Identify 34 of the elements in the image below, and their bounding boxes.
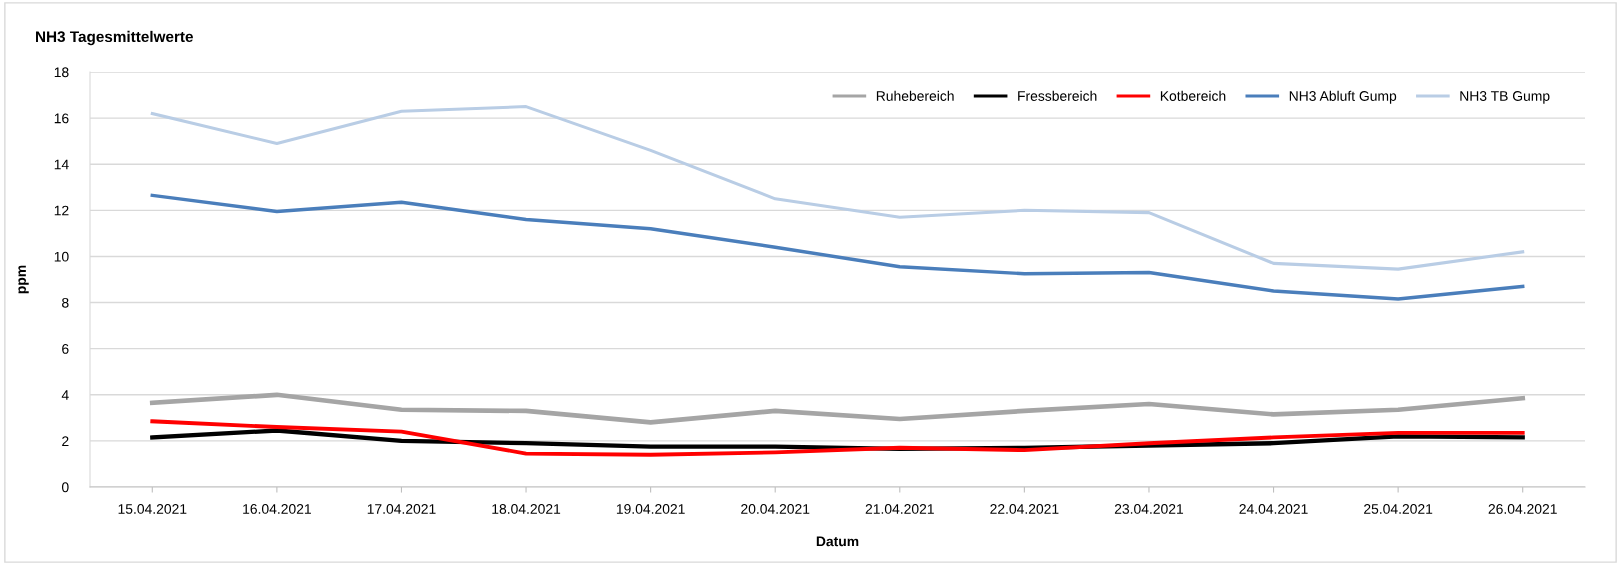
y-tick-label: 16 bbox=[54, 113, 69, 124]
x-tick-label: 23.04.2021 bbox=[1114, 504, 1184, 514]
line-series bbox=[150, 193, 1525, 301]
y-tick-label: 2 bbox=[62, 436, 69, 446]
x-axis-title: Datum bbox=[816, 536, 859, 547]
line-series bbox=[149, 392, 1526, 425]
chart-title: NH3 Tagesmittelwerte bbox=[36, 30, 193, 46]
y-tick-label: 4 bbox=[61, 390, 69, 400]
x-tick-label: 19.04.2021 bbox=[616, 504, 685, 514]
legend-label: Ruhebereich bbox=[876, 90, 954, 101]
x-tick-label: 17.04.2021 bbox=[367, 504, 436, 514]
x-tick-label: 26.04.2021 bbox=[1488, 504, 1557, 514]
legend-label: NH3 Abluft Gump bbox=[1289, 90, 1397, 104]
y-tick-label: 8 bbox=[62, 297, 69, 308]
legend-label: Kotbereich bbox=[1160, 90, 1226, 101]
x-tick-label: 20.04.2021 bbox=[741, 504, 810, 514]
x-tick-label: 18.04.2021 bbox=[492, 504, 561, 514]
y-tick-label: 18 bbox=[54, 67, 69, 78]
x-tick-label: 24.04.2021 bbox=[1239, 504, 1308, 514]
y-tick-label: 10 bbox=[54, 251, 69, 262]
x-tick-label: 16.04.2021 bbox=[243, 504, 311, 514]
x-tick-label: 25.04.2021 bbox=[1364, 504, 1433, 514]
line-series bbox=[150, 419, 1525, 457]
x-tick-label: 22.04.2021 bbox=[990, 504, 1059, 514]
y-tick-label: 0 bbox=[61, 482, 69, 493]
x-tick-label: 15.04.2021 bbox=[118, 504, 187, 514]
legend-label: NH3 TB Gump bbox=[1460, 91, 1550, 104]
legend-label: Fressbereich bbox=[1018, 90, 1097, 101]
x-tick-label: 21.04.2021 bbox=[865, 504, 934, 514]
y-axis-title: ppm bbox=[18, 265, 29, 294]
y-tick-label: 14 bbox=[54, 159, 69, 170]
line-series bbox=[150, 105, 1525, 271]
y-tick-label: 6 bbox=[62, 344, 69, 354]
y-tick-label: 12 bbox=[54, 205, 69, 216]
